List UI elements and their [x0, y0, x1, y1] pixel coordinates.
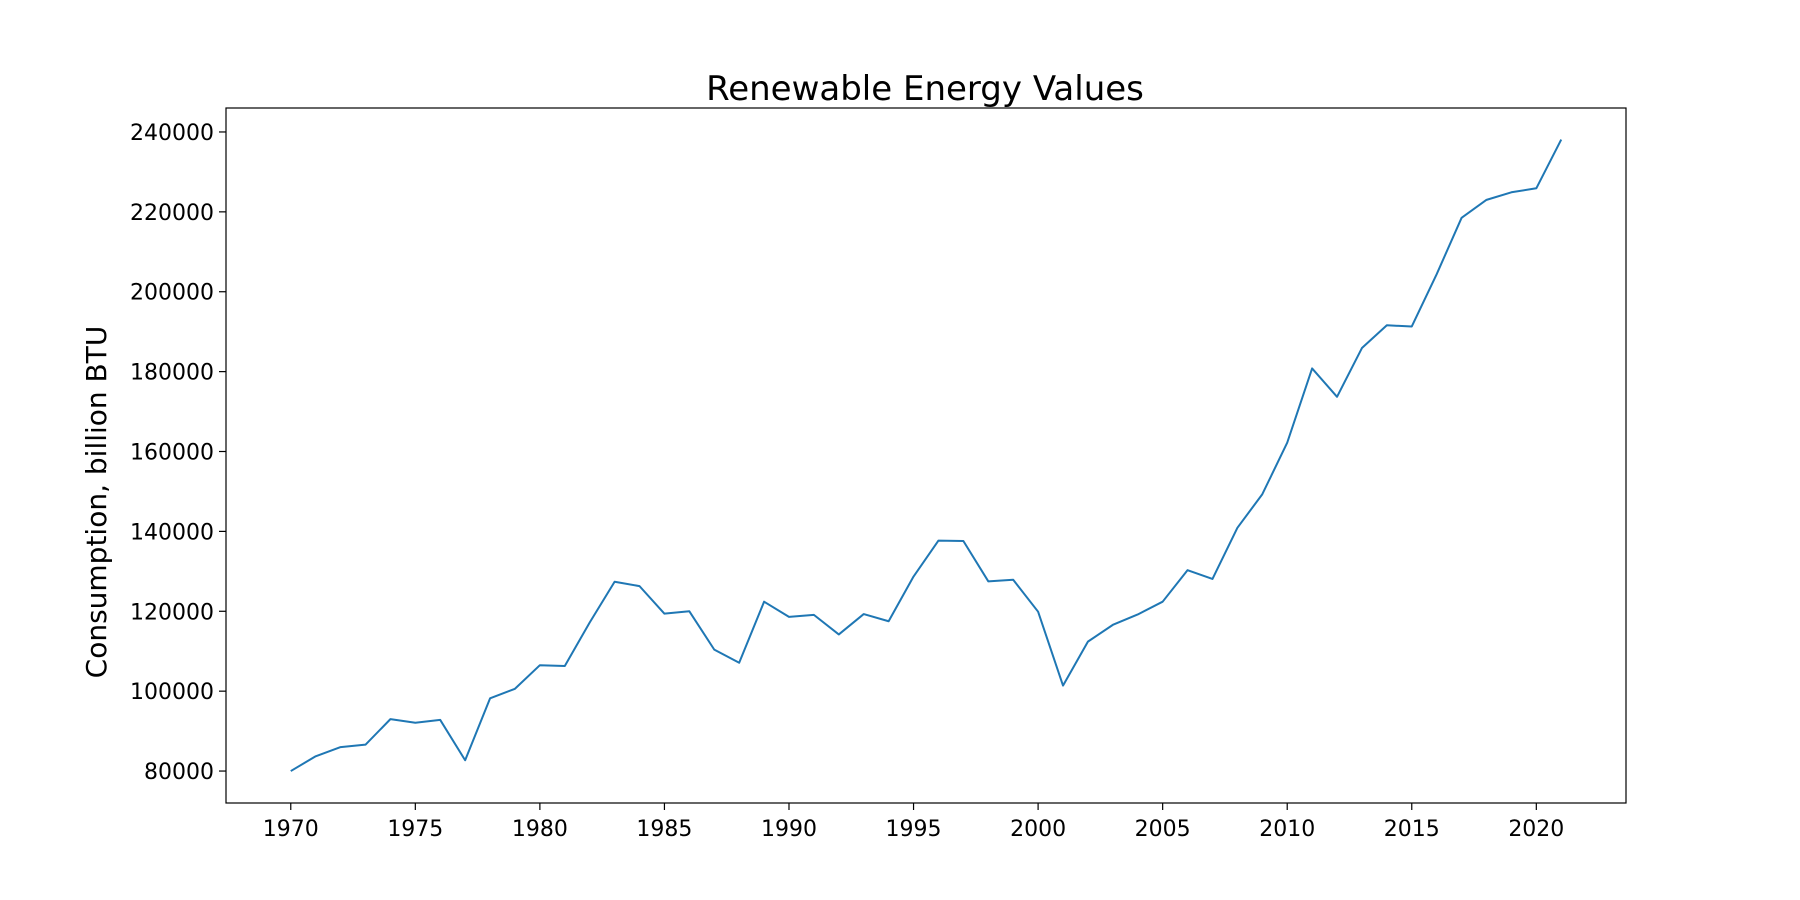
x-tick-label: 2015: [1384, 817, 1440, 842]
y-tick-label: 100000: [130, 680, 214, 705]
y-tick-label: 180000: [130, 361, 214, 386]
x-tick-label: 1995: [886, 817, 942, 842]
x-tick-label: 1990: [761, 817, 817, 842]
y-tick-label: 240000: [130, 121, 214, 146]
x-tick-label: 1975: [387, 817, 443, 842]
y-tick-label: 200000: [130, 281, 214, 306]
series-line: [290, 139, 1563, 772]
y-tick-label: 220000: [130, 201, 214, 226]
y-axis-ticks: 80000 100000 120000 140000 160000 180000 20000…: [130, 121, 226, 785]
x-tick-label: 2020: [1508, 817, 1564, 842]
y-tick-label: 140000: [130, 520, 214, 545]
y-tick-label: 160000: [130, 441, 214, 466]
chart-title: Renewable Energy Values: [706, 69, 1144, 109]
x-axis-ticks: 1970 1975 1980 1985 1990 1995 2000 2005 2010 2015…: [263, 803, 1564, 842]
plot-area-frame: [225, 107, 1627, 804]
x-tick-label: 2010: [1259, 817, 1315, 842]
x-tick-label: 1980: [512, 817, 568, 842]
x-tick-label: 1970: [263, 817, 319, 842]
x-tick-label: 2005: [1135, 817, 1191, 842]
y-tick-label: 80000: [144, 760, 214, 785]
y-tick-label: 120000: [130, 600, 214, 625]
x-tick-label: 2000: [1010, 817, 1066, 842]
x-tick-label: 1985: [636, 817, 692, 842]
y-axis-label: Consumption, billion BTU: [80, 326, 113, 679]
